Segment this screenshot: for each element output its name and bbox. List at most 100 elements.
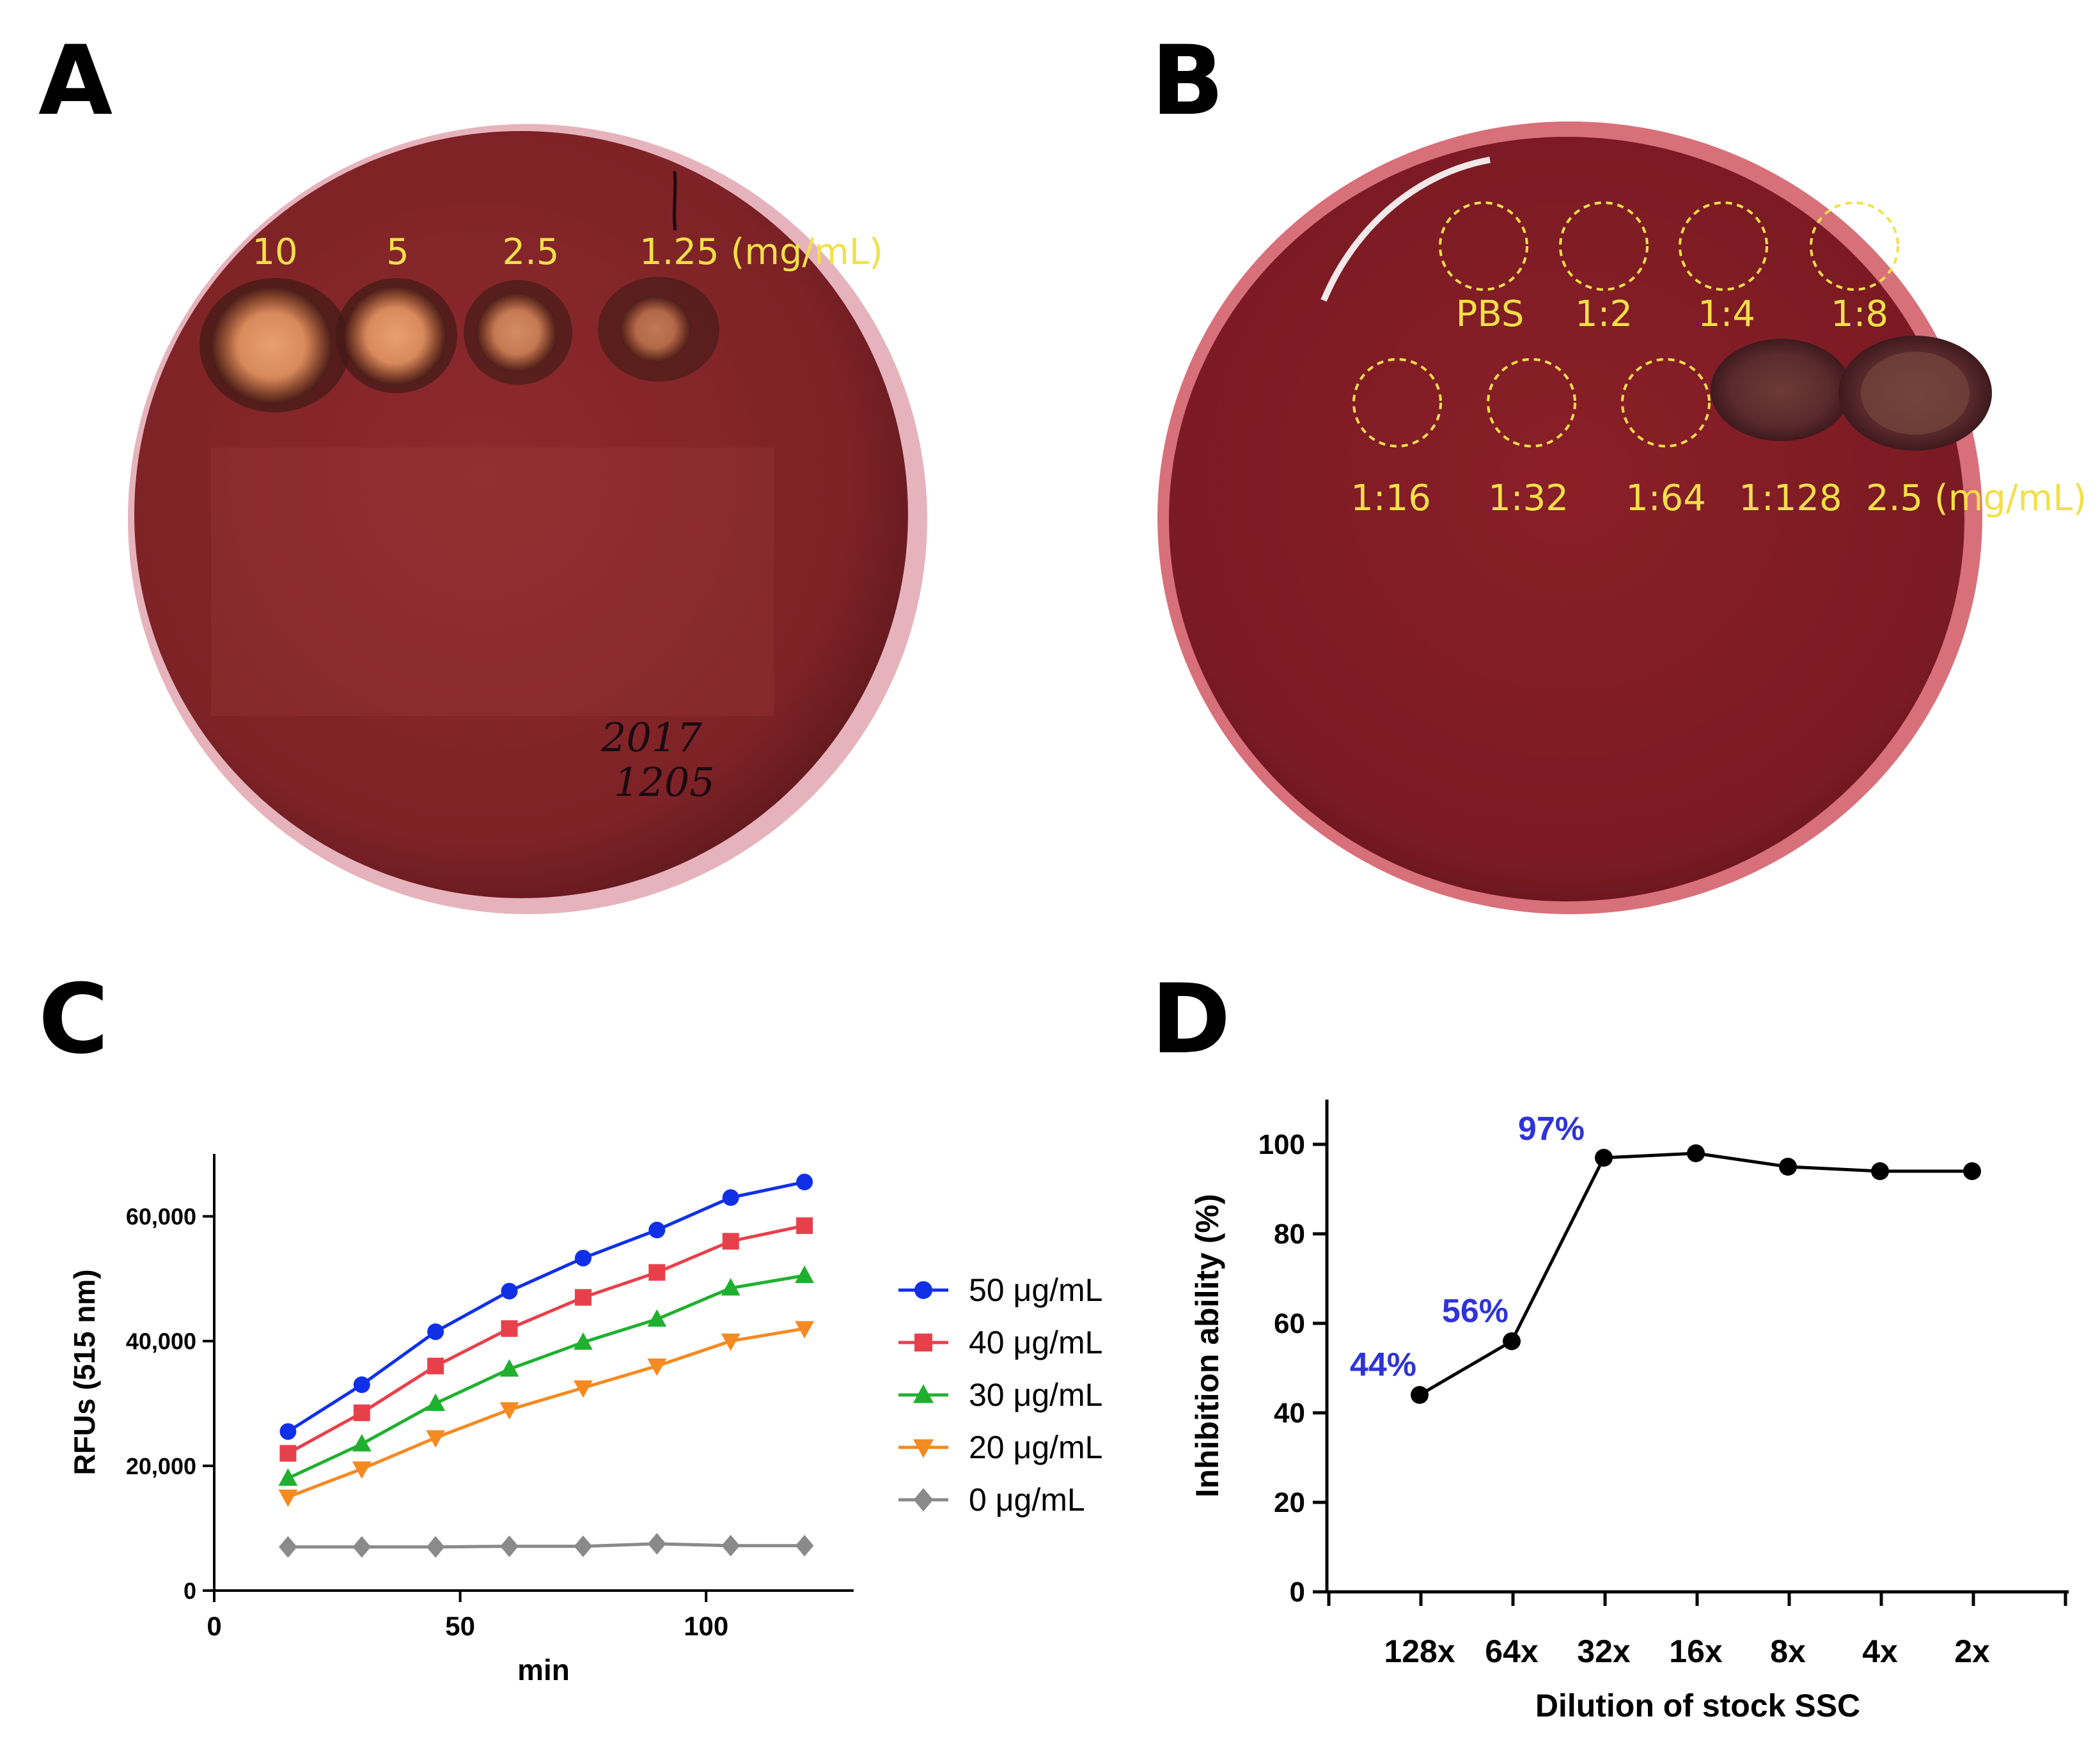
chart-d-x-tick-label: 64x bbox=[1485, 1633, 1539, 1669]
chart-c-data-point bbox=[427, 1323, 444, 1341]
chart-d: 0 20 40 60 80 100 128x 64x 32x 16x 8x 4x 2x 44% 56% 97… bbox=[1189, 1100, 2069, 1724]
plate-b-label-1-64: 1:64 bbox=[1626, 478, 1706, 519]
inhibition-zone-1-128 bbox=[1711, 339, 1851, 441]
chart-c-data-point bbox=[574, 1289, 592, 1306]
chart-c: 0 20,000 40,000 60,000 0 50 100 50 μg/mL 40 μg/… bbox=[68, 1154, 1102, 1686]
chart-c-y-tick-label: 0 bbox=[184, 1578, 196, 1604]
panel-letter-a: A bbox=[38, 26, 113, 137]
chart-c-data-point bbox=[648, 1222, 666, 1239]
chart-c-data-point bbox=[647, 1309, 667, 1327]
plate-b-label-1-16: 1:16 bbox=[1351, 478, 1431, 519]
chart-d-x-tick-label: 8x bbox=[1770, 1633, 1806, 1669]
well-circle-1-16 bbox=[1352, 358, 1442, 448]
chart-c-data-point bbox=[501, 1282, 518, 1300]
chart-c-data-point bbox=[279, 1536, 297, 1558]
chart-c-data-point bbox=[648, 1264, 666, 1281]
chart-c-series-line bbox=[287, 1224, 805, 1455]
chart-c-data-point bbox=[574, 1535, 593, 1557]
well-circle-1-4 bbox=[1679, 201, 1768, 291]
chart-c-data-point bbox=[279, 1423, 297, 1440]
chart-c-series-line bbox=[288, 1542, 805, 1549]
chart-d-x-axis-label: Dilution of stock SSC bbox=[1535, 1688, 1860, 1724]
chart-c-x-tick-label: 50 bbox=[445, 1611, 475, 1641]
chart-d-annotation: 44% bbox=[1350, 1346, 1416, 1383]
plate-a-label-5: 5 bbox=[386, 231, 409, 273]
chart-c-data-point bbox=[353, 1404, 370, 1421]
legend-label: 30 μg/mL bbox=[969, 1377, 1102, 1413]
plate-a-smear bbox=[211, 448, 774, 716]
chart-d-y-tick-label: 20 bbox=[1274, 1487, 1305, 1518]
chart-c-data-point bbox=[278, 1468, 298, 1486]
legend-label: 40 μg/mL bbox=[969, 1325, 1102, 1360]
chart-d-annotation: 56% bbox=[1442, 1293, 1508, 1330]
panel-letter-d: D bbox=[1151, 964, 1231, 1075]
chart-d-data-point bbox=[1595, 1149, 1613, 1167]
chart-c-series-line bbox=[287, 1273, 805, 1480]
well-circle-1-64 bbox=[1621, 358, 1711, 448]
chart-c-x-tick-label: 100 bbox=[684, 1611, 728, 1641]
plate-a-label-2-5: 2.5 bbox=[502, 231, 559, 273]
chart-c-data-point bbox=[721, 1534, 740, 1557]
legend-marker bbox=[913, 1439, 934, 1458]
plate-b-label-1-128: 1:128 bbox=[1739, 478, 1842, 519]
chart-c-y-tick-label: 40,000 bbox=[126, 1328, 196, 1355]
inhibition-zone-10 bbox=[211, 286, 333, 404]
chart-c-data-point bbox=[427, 1357, 444, 1374]
chart-d-y-tick-label: 40 bbox=[1274, 1398, 1305, 1429]
inhibition-zone-2-5-center bbox=[1861, 352, 1970, 435]
chart-d-data-point bbox=[1687, 1144, 1705, 1162]
panel-letter-c: C bbox=[38, 964, 109, 1075]
plate-b-agar bbox=[1169, 137, 1964, 901]
chart-d-x-tick-label: 2x bbox=[1954, 1633, 1990, 1669]
legend-marker bbox=[914, 1334, 932, 1351]
chart-d-data-point bbox=[1871, 1162, 1889, 1180]
chart-d-data-point bbox=[1503, 1332, 1521, 1350]
chart-d-data-point bbox=[1779, 1158, 1797, 1176]
legend-label: 0 μg/mL bbox=[969, 1482, 1085, 1518]
chart-c-data-point bbox=[795, 1265, 815, 1283]
chart-d-y-axis-label: Inhibition ability (%) bbox=[1189, 1194, 1225, 1498]
legend-marker bbox=[913, 1384, 934, 1403]
legend-marker bbox=[914, 1281, 932, 1299]
handwriting-year: 2017 bbox=[600, 714, 702, 761]
chart-c-data-point bbox=[426, 1393, 446, 1411]
plate-b-label-1-4: 1:4 bbox=[1698, 293, 1755, 335]
chart-c-data-point bbox=[648, 1532, 666, 1555]
chart-c-data-point bbox=[795, 1534, 814, 1557]
chart-d-x-tick-label: 128x bbox=[1384, 1633, 1455, 1669]
chart-c-series-line bbox=[287, 1327, 805, 1499]
chart-d-y-tick-label: 100 bbox=[1258, 1129, 1305, 1160]
legend-label: 20 μg/mL bbox=[969, 1429, 1102, 1465]
chart-d-x-tick-label: 4x bbox=[1862, 1633, 1898, 1669]
chart-c-data-point bbox=[499, 1359, 519, 1377]
legend-marker bbox=[913, 1488, 934, 1512]
chart-c-series bbox=[278, 1173, 815, 1558]
chart-c-data-point bbox=[279, 1445, 297, 1462]
chart-c-data-point bbox=[574, 1249, 592, 1266]
chart-d-axes: 0 20 40 60 80 100 128x 64x 32x 16x 8x 4x 2x bbox=[1258, 1100, 2069, 1669]
chart-c-data-point bbox=[426, 1430, 446, 1448]
chart-c-data-point bbox=[573, 1332, 593, 1350]
chart-d-data-point bbox=[1963, 1162, 1981, 1180]
plate-b-label-1-32: 1:32 bbox=[1488, 478, 1569, 519]
chart-c-data-point bbox=[722, 1189, 739, 1206]
chart-d-series: 44% 56% 97% bbox=[1350, 1110, 1981, 1404]
chart-d-data-point bbox=[1411, 1386, 1429, 1404]
inhibition-zone-1-25 bbox=[620, 296, 691, 362]
chart-c-data-point bbox=[796, 1217, 813, 1234]
legend-label: 50 μg/mL bbox=[969, 1272, 1102, 1308]
chart-c-data-point bbox=[500, 1535, 519, 1557]
panel-letter-b: B bbox=[1151, 26, 1225, 137]
well-circle-1-8 bbox=[1810, 201, 1899, 291]
plate-b: PBS 1:2 1:4 1:8 1:16 1:32 1:64 1:128 2.5… bbox=[1157, 121, 2087, 914]
chart-c-y-axis-label: RFUs (515 nm) bbox=[68, 1269, 101, 1475]
chart-c-data-point bbox=[573, 1380, 593, 1398]
chart-c-axes: 0 20,000 40,000 60,000 0 50 100 bbox=[126, 1154, 854, 1641]
chart-c-data-point bbox=[647, 1359, 667, 1376]
chart-c-data-point bbox=[278, 1489, 298, 1507]
chart-c-data-point bbox=[795, 1321, 815, 1339]
chart-c-data-point bbox=[353, 1376, 370, 1394]
chart-c-data-point bbox=[499, 1402, 519, 1420]
plate-a-label-1-25: 1.25 (mg/mL) bbox=[639, 231, 883, 273]
